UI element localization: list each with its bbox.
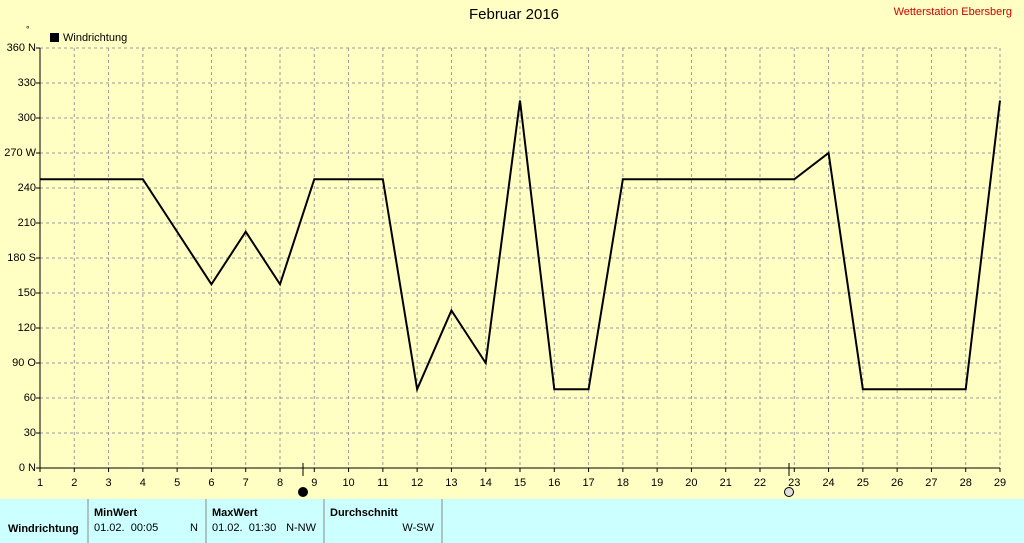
table-background [0, 499, 1024, 543]
x-tick-label: 27 [925, 477, 937, 489]
x-tick-label: 6 [208, 477, 214, 489]
data-line [40, 100, 1001, 393]
x-tick-label: 5 [174, 477, 180, 489]
x-tick-label: 11 [377, 477, 388, 489]
x-tick-label: 12 [411, 477, 423, 489]
x-tick-label: 10 [342, 477, 354, 489]
y-tick-label: 270 W [4, 147, 36, 159]
x-tick-label: 29 [994, 477, 1006, 489]
x-tick-label: 13 [445, 477, 457, 489]
x-tick-label: 8 [277, 477, 283, 489]
station-name: Wetterstation Ebersberg [894, 6, 1012, 18]
x-tick-label: 19 [651, 477, 663, 489]
y-tick-label: 60 [24, 392, 36, 404]
table-header: MinWert [94, 507, 138, 519]
row-label: Windrichtung [8, 523, 79, 535]
x-tick-label: 9 [311, 477, 317, 489]
y-tick-label: 0 N [19, 462, 36, 474]
x-tick-label: 4 [140, 477, 146, 489]
legend-swatch [50, 33, 59, 42]
y-tick-label: 150 [18, 287, 36, 299]
x-tick-label: 18 [617, 477, 629, 489]
x-tick-label: 20 [685, 477, 697, 489]
table-cell: N-NW [286, 522, 317, 534]
y-unit: ° [26, 24, 30, 34]
y-tick-label: 120 [18, 322, 36, 334]
x-tick-label: 15 [514, 477, 526, 489]
x-tick-label: 7 [243, 477, 249, 489]
table-cell: W-SW [402, 522, 434, 534]
y-tick-label: 300 [18, 112, 36, 124]
y-tick-label: 360 N [7, 42, 36, 54]
x-tick-label: 2 [71, 477, 77, 489]
table-cell: N [190, 522, 198, 534]
legend-label: Windrichtung [63, 32, 127, 44]
x-tick-label: 26 [891, 477, 903, 489]
x-tick-label: 23 [788, 477, 800, 489]
y-tick-label: 240 [18, 182, 36, 194]
chart-title: Februar 2016 [469, 6, 559, 23]
x-tick-label: 21 [720, 477, 732, 489]
x-tick-label: 17 [582, 477, 594, 489]
table-header: Durchschnitt [330, 507, 398, 519]
full-moon-icon [784, 487, 794, 497]
y-tick-label: 30 [24, 427, 36, 439]
x-tick-label: 14 [480, 477, 492, 489]
y-tick-label: 180 S [7, 252, 36, 264]
x-tick-label: 1 [37, 477, 43, 489]
table-cell: 01.02. 00:05 [94, 522, 158, 534]
x-tick-label: 3 [106, 477, 112, 489]
table-header: MaxWert [212, 507, 258, 519]
x-tick-label: 24 [822, 477, 834, 489]
y-tick-label: 330 [18, 77, 36, 89]
x-tick-label: 25 [857, 477, 869, 489]
new-moon-icon [298, 487, 308, 497]
x-tick-label: 28 [960, 477, 972, 489]
x-tick-label: 22 [754, 477, 766, 489]
y-tick-label: 90 O [12, 357, 36, 369]
table-cell: 01.02. 01:30 [212, 522, 276, 534]
y-tick-label: 210 [18, 217, 36, 229]
x-tick-label: 16 [548, 477, 560, 489]
